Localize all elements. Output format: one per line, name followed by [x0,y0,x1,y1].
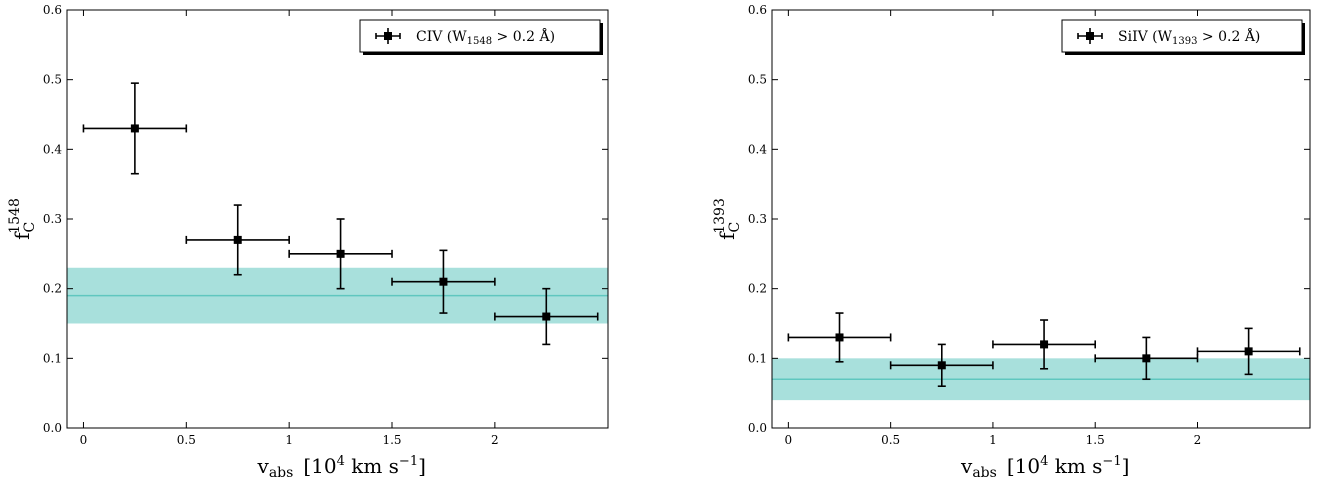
x-axis-label-close: ] [1122,454,1130,478]
data-point [288,218,393,290]
data-point [889,343,994,388]
legend: CIV (W1548 > 0.2 Å) [359,19,603,55]
x-tick-label: 0.5 [177,433,196,447]
square-marker [233,235,242,244]
x-axis-label-sup: 4 [1040,454,1048,469]
x-axis-label-unit: [10 [303,454,336,478]
x-axis-label-sup: 4 [337,454,345,469]
y-tick-label: 0.2 [43,282,62,296]
y-tick-label: 0.3 [748,212,767,226]
data-point [82,82,188,175]
x-axis-label-unit2: km s [345,454,399,478]
y-axis-label-sub: C [727,222,743,233]
legend-label-sub: 1393 [1172,36,1197,47]
y-tick-label: 0.4 [43,142,62,156]
y-tick-label: 0.6 [748,3,767,17]
x-tick-label: 1 [285,433,293,447]
y-tick-label: 0.1 [748,351,767,365]
y-axis-label-sup: 1393 [712,198,728,234]
data-point [1094,336,1199,381]
y-tick-label: 0.6 [43,3,62,17]
x-axis-label-main: v [960,454,973,478]
square-marker [1244,347,1253,356]
y-tick-label: 0.2 [748,282,767,296]
y-tick-label: 0.4 [748,142,767,156]
y-axis-label-main: f [715,231,739,240]
legend-label: CIV (W1548 > 0.2 Å) [416,27,555,47]
x-axis-label-main: v [257,454,270,478]
square-marker [542,312,551,321]
y-tick-label: 0.5 [748,73,767,87]
legend-marker-square [1086,32,1094,40]
data-point [1196,327,1301,376]
x-axis-label-sup2: −1 [399,454,418,469]
square-marker [439,277,448,286]
legend-label: SiIV (W1393 > 0.2 Å) [1118,27,1260,47]
legend-label-rest: > 0.2 Å) [1197,27,1260,45]
square-marker [1142,354,1151,363]
y-tick-label: 0.0 [748,421,767,435]
x-tick-label: 0.5 [881,433,900,447]
y-tick-label: 0.3 [43,212,62,226]
x-axis-label-sub: abs [269,465,294,481]
x-axis-label-unit: [10 [1007,454,1040,478]
y-tick-label: 0.5 [43,73,62,87]
square-marker [937,361,946,370]
x-tick-label: 1.5 [1086,433,1105,447]
y-tick-label: 0.0 [43,421,62,435]
x-tick-label: 1 [989,433,997,447]
x-tick-label: 0 [785,433,793,447]
x-axis-label-unit2: km s [1048,454,1102,478]
data-point [787,312,892,363]
square-marker [1040,340,1049,349]
y-axis-label: fC1548 [7,198,38,240]
legend: SiIV (W1393 > 0.2 Å) [1061,19,1305,55]
square-marker [336,249,345,258]
legend-label-main: SiIV (W [1118,29,1173,45]
data-point [391,249,496,314]
legend-marker-square [384,32,392,40]
x-axis-label: vabs [104 km s−1] [257,454,426,481]
x-tick-label: 1.5 [382,433,401,447]
legend-label-rest: > 0.2 Å) [492,27,555,45]
y-axis-label-main: f [10,231,34,240]
y-tick-label: 0.1 [43,351,62,365]
legend-label-main: CIV (W [416,29,467,45]
square-marker [835,333,844,342]
x-axis-label: vabs [104 km s−1] [960,454,1129,481]
y-axis-label: fC1393 [712,198,743,240]
x-axis-label-sub: abs [972,465,997,481]
x-tick-label: 0 [80,433,88,447]
x-axis-label-sup2: −1 [1102,454,1121,469]
x-tick-label: 2 [1194,433,1202,447]
x-tick-label: 2 [491,433,499,447]
legend-label-sub: 1548 [467,36,492,47]
y-axis-label-sup: 1548 [7,198,23,234]
data-point [494,287,599,346]
data-point [992,319,1097,370]
data-point [185,204,290,276]
square-marker [130,124,139,133]
y-axis-label-sub: C [22,222,38,233]
x-axis-label-close: ] [418,454,426,478]
